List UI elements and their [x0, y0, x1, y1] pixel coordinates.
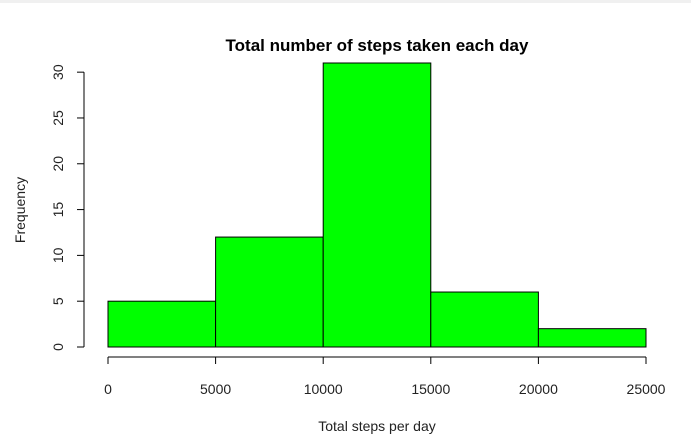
y-tick-label-6: 30	[50, 64, 66, 80]
y-tick-label-2: 10	[50, 247, 66, 263]
y-axis-label: Frequency	[12, 177, 28, 243]
x-tick-label-1: 5000	[200, 381, 231, 397]
y-tick-label-5: 25	[50, 110, 66, 126]
y-tick-label-0: 0	[50, 343, 66, 351]
chart-title: Total number of steps taken each day	[226, 36, 529, 55]
histogram-bar-3	[430, 291, 539, 348]
y-tick-label-4: 20	[50, 156, 66, 172]
x-axis-label: Total steps per day	[318, 418, 436, 434]
histogram-bar-2	[322, 62, 432, 348]
x-tick-label-3: 15000	[411, 381, 450, 397]
x-tick-label-5: 25000	[627, 381, 666, 397]
y-tick-label-1: 5	[50, 297, 66, 305]
x-tick-label-2: 10000	[304, 381, 343, 397]
y-tick-label-3: 15	[50, 202, 66, 218]
top-border	[0, 0, 691, 3]
histogram-bar-1	[215, 236, 324, 348]
x-tick-label-4: 20000	[519, 381, 558, 397]
y-axis: 0 5 10 15 20 25 30	[50, 64, 85, 351]
histogram-bar-0	[107, 300, 217, 348]
x-axis: 0 5000 10000 15000 20000 25000	[104, 356, 666, 397]
x-tick-label-0: 0	[104, 381, 112, 397]
histogram-bar-4	[537, 328, 647, 348]
histogram-bars	[107, 62, 647, 348]
